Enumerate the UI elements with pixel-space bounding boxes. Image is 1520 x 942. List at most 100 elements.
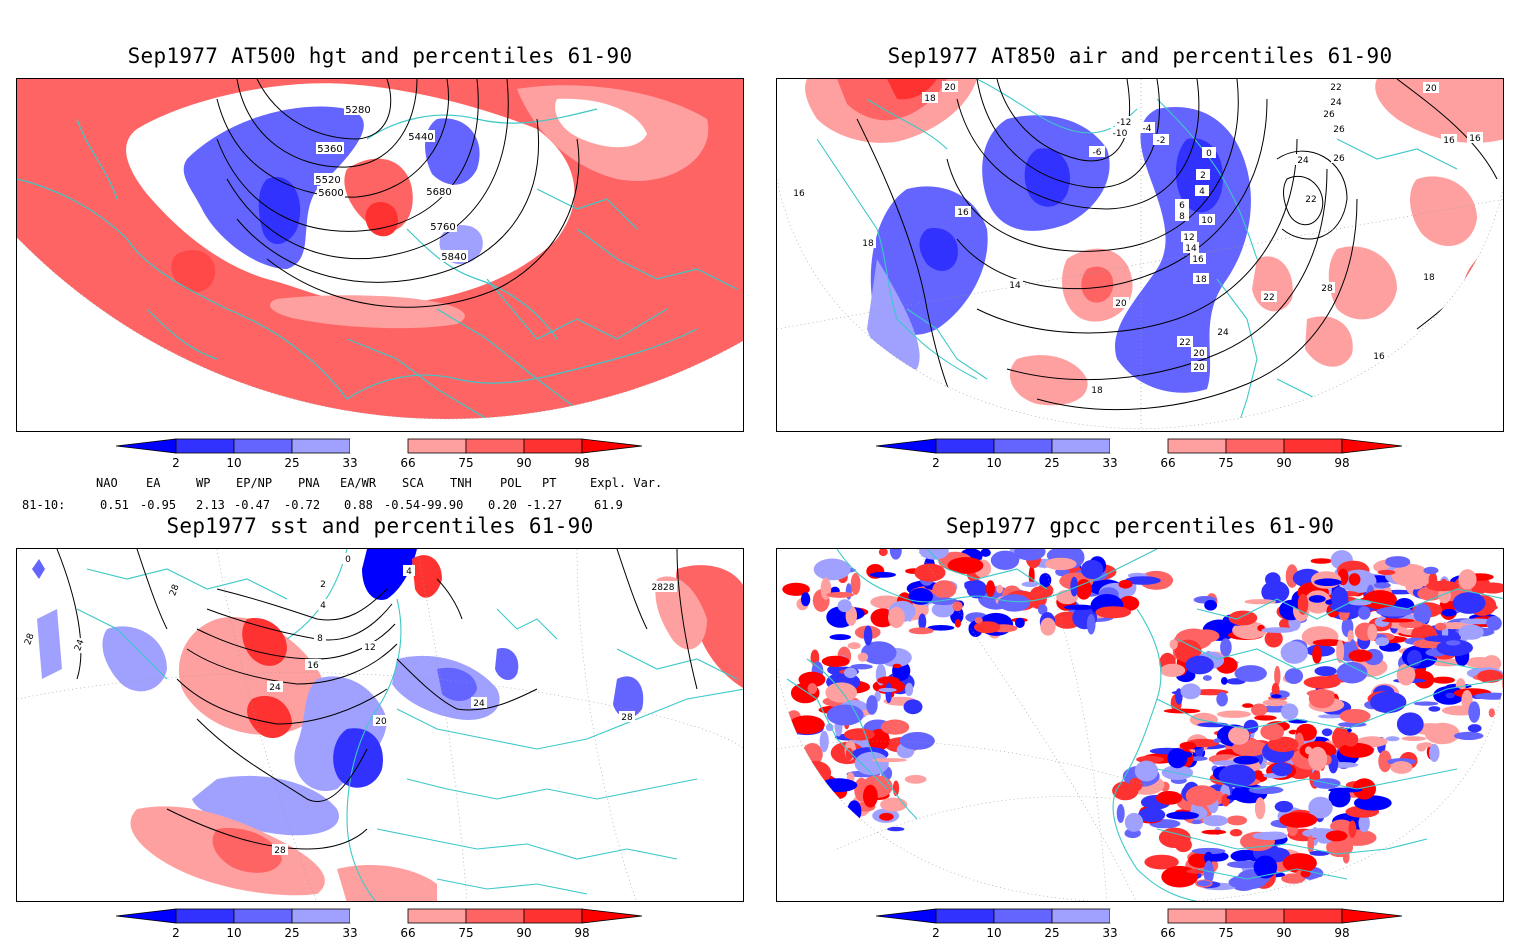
precip-anomaly-patch [1453, 731, 1484, 740]
contour-label: 20 [1115, 299, 1127, 309]
colorbar-tick-label: 10 [986, 926, 1001, 938]
colorbar-tick-label: 98 [1334, 456, 1349, 468]
colorbar-box [1225, 908, 1285, 924]
contour-label: 16 [1373, 352, 1385, 362]
precip-anomaly-patch [1226, 815, 1248, 826]
colorbar-box [1167, 438, 1227, 454]
contour-label: 18 [924, 94, 936, 104]
colorbar-tick-label: 75 [1218, 926, 1233, 938]
precip-anomaly-patch [1348, 820, 1357, 838]
colorbar-box [993, 908, 1053, 924]
precip-anomaly-patch [782, 582, 810, 596]
contour-label: 5760 [430, 222, 455, 233]
contour-label: 8 [1179, 212, 1185, 222]
contour-label: 5440 [408, 132, 433, 143]
precip-anomaly-patch [1226, 860, 1262, 869]
precip-anomaly-patch [1086, 613, 1096, 635]
precip-anomaly-patch [850, 572, 861, 595]
precip-anomaly-patch [1280, 641, 1308, 664]
contour-label: 24 [1297, 156, 1309, 166]
precip-anomaly-patch [1191, 819, 1202, 825]
precip-anomaly-patch [1228, 610, 1258, 626]
precip-anomaly-patch [1264, 630, 1283, 648]
precip-anomaly-patch [1308, 688, 1335, 709]
contour-label: 26 [1333, 154, 1345, 164]
contour-label: 20 [1425, 84, 1437, 94]
precip-anomaly-patch [1312, 639, 1345, 647]
precip-anomaly-patch [1251, 703, 1268, 717]
precip-anomaly-patch [1037, 604, 1048, 615]
precip-anomaly-patch [1270, 694, 1282, 699]
precip-anomaly-patch [1191, 847, 1226, 855]
colorbar-bottom-right: 2 10 25 33 66 75 90 98 [875, 908, 1406, 940]
precip-anomaly-patch [1337, 721, 1367, 728]
contour-label: 10 [1201, 216, 1213, 226]
colorbar-tick-label: 75 [458, 456, 473, 468]
panel-title-sst: Sep1977 sst and percentiles 61-90 [166, 514, 594, 538]
colorbar-box [233, 908, 293, 924]
precip-anomaly-patch [1014, 549, 1046, 561]
panel-title-hgt500: Sep1977 AT500 hgt and percentiles 61-90 [127, 44, 633, 68]
contour-label: 20 [944, 83, 956, 93]
colorbar-box [233, 438, 293, 454]
colorbar-box [407, 908, 467, 924]
precip-anomaly-patch [919, 549, 949, 560]
precip-anomaly-patch [1308, 746, 1328, 771]
precip-anomaly-patch [844, 728, 875, 741]
colorbar-box [350, 909, 408, 923]
precip-anomaly-patch [947, 557, 984, 574]
precip-anomaly-patch [1253, 855, 1278, 879]
colorbar-tick-label: 75 [458, 926, 473, 938]
precip-anomaly-patch [1220, 638, 1232, 657]
precip-anomaly-patch [1232, 621, 1267, 640]
colorbar-box [935, 908, 995, 924]
precip-anomaly-patch [1248, 786, 1284, 794]
precip-anomaly-patch [1202, 815, 1229, 827]
precip-anomaly-patch [1441, 608, 1457, 617]
precip-anomaly-patch [1265, 572, 1281, 587]
colorbar-box [175, 438, 235, 454]
precip-anomaly-patch [1213, 738, 1221, 743]
contour-label: 14 [1185, 244, 1197, 254]
precip-anomaly-patch [1467, 724, 1482, 733]
precip-anomaly-patch [1156, 791, 1183, 805]
precip-anomaly-patch [1216, 692, 1228, 707]
colorbar-box [291, 438, 351, 454]
precip-anomaly-patch [1279, 812, 1318, 828]
precip-anomaly-patch [857, 652, 869, 662]
precip-anomaly-patch [889, 549, 902, 560]
precip-anomaly-patch [1134, 760, 1159, 782]
precip-anomaly-patch [1063, 604, 1095, 610]
precip-anomaly-patch [914, 563, 946, 582]
colorbar-tick-label: 2 [172, 456, 180, 468]
precip-anomaly-patch [878, 549, 888, 557]
index-value: -0.95 [140, 498, 177, 512]
precip-anomaly-patch [885, 682, 893, 704]
precip-anomaly-patch [1233, 755, 1260, 765]
colorbar-box [523, 438, 583, 454]
precip-anomaly-patch [1336, 639, 1345, 664]
precip-anomaly-patch [1370, 691, 1407, 714]
contour-label: 5360 [317, 144, 342, 155]
contour-label: 18 [862, 239, 874, 249]
contour-label: 5680 [426, 187, 451, 198]
precip-anomaly-patch [1362, 590, 1397, 610]
precip-anomaly-patch [863, 625, 873, 646]
contour-label: 22 [1305, 195, 1316, 205]
precip-anomaly-patch [826, 704, 864, 726]
precip-anomaly-patch [844, 667, 858, 679]
precip-anomaly-patch [903, 699, 923, 715]
precip-anomaly-patch [1423, 566, 1439, 575]
colorbar-box [175, 908, 235, 924]
precip-anomaly-patch [821, 655, 850, 667]
contour-label: 12 [1183, 233, 1194, 243]
precip-anomaly-patch [866, 695, 878, 715]
precip-anomaly-patch [1486, 616, 1502, 631]
precip-anomaly-patch [931, 602, 955, 618]
contour-label: 4 [320, 601, 326, 611]
precip-anomaly-patch [1217, 710, 1251, 718]
contour-label: 24 [1330, 98, 1342, 108]
index-header: PT [542, 476, 557, 490]
colorbar-svg: 2 10 25 33 66 75 90 98 [115, 438, 643, 470]
contour-label: 5600 [318, 188, 343, 199]
